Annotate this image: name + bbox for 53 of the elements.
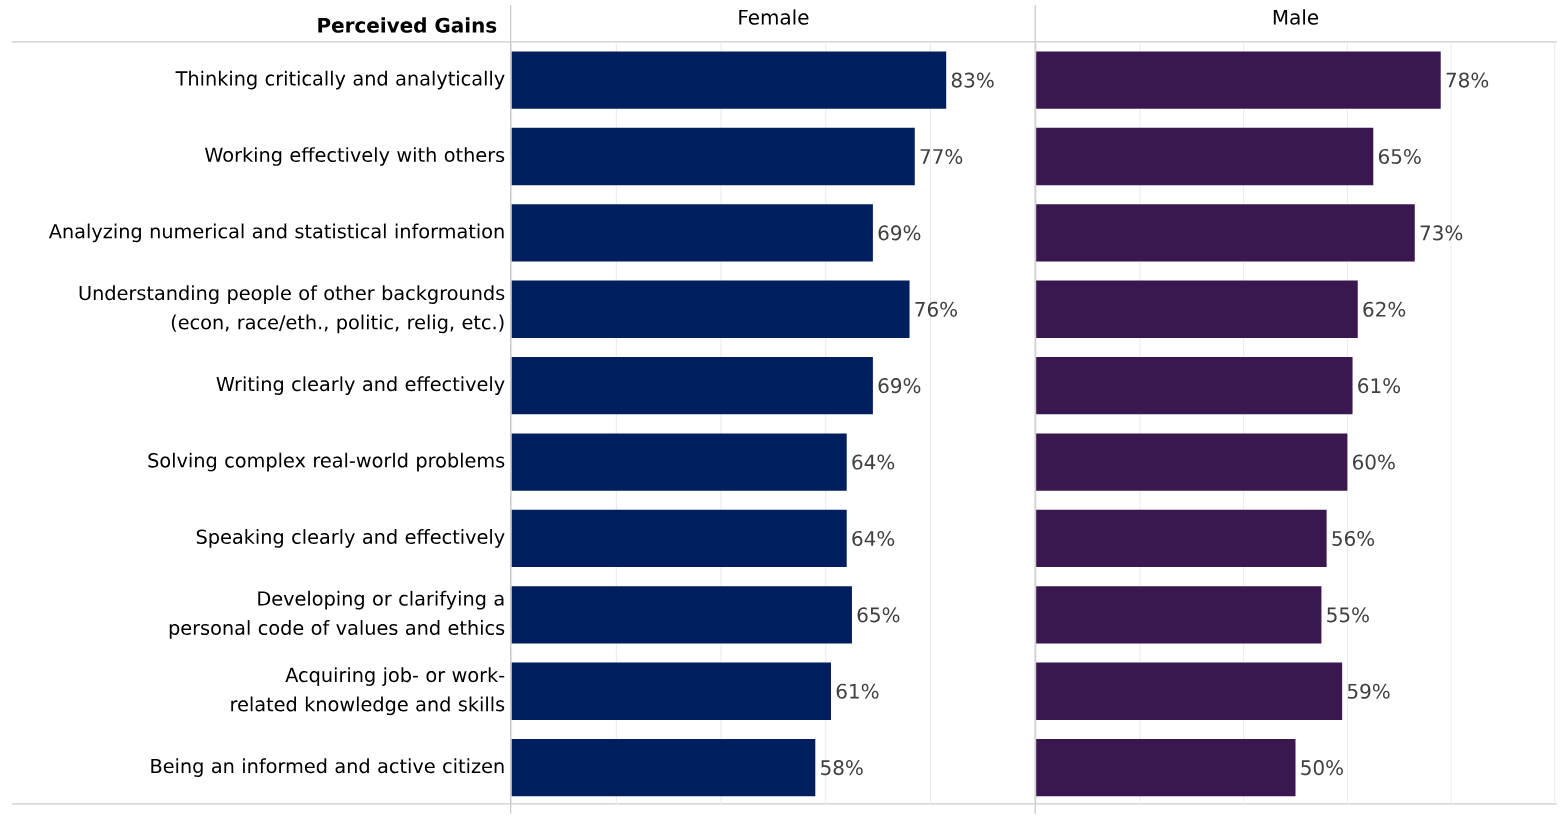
bar [511, 127, 915, 185]
data-label: 73% [1420, 225, 1463, 241]
chart-title: Male [1273, 9, 1319, 25]
data-label: 50% [1301, 759, 1343, 775]
bar [511, 738, 816, 797]
y-tick-label: Being an informed and active citizen [151, 758, 504, 777]
bar [511, 585, 852, 644]
bar [1036, 280, 1358, 338]
y-tick-label: Thinking critically and analytically [175, 70, 505, 90]
data-label: 61% [1358, 377, 1401, 393]
y-tick-label: Analyzing numerical and statistical information [48, 223, 504, 242]
data-label: 58% [821, 759, 863, 775]
y-tick-label: Working effectively with others [204, 146, 505, 166]
data-label: 78% [1446, 72, 1489, 88]
bar [511, 509, 847, 567]
data-label: 56% [1332, 530, 1375, 546]
y-tick-label: Writing clearly and effectively [216, 376, 505, 395]
data-label: 69% [878, 377, 921, 393]
data-label: 83% [951, 72, 994, 88]
bar [1036, 433, 1348, 491]
bar [511, 662, 832, 720]
y-tick-label: Acquiring job- or work-related knowledge and skills [231, 667, 505, 715]
y-axis-title: Perceived Gains [318, 17, 497, 33]
bar [511, 433, 847, 491]
bar [1036, 738, 1296, 797]
bar [1036, 356, 1353, 415]
data-label: 60% [1353, 454, 1395, 470]
data-label: 77% [920, 148, 963, 164]
data-label: 76% [915, 301, 958, 317]
data-label: 59% [1347, 683, 1390, 699]
bar [511, 203, 873, 262]
data-label: 69% [878, 225, 921, 241]
data-label: 62% [1363, 301, 1406, 317]
bar [511, 280, 910, 338]
data-label: 55% [1327, 607, 1369, 623]
y-tick-label: Speaking clearly and effectively [196, 528, 505, 548]
bar [1036, 51, 1441, 109]
bar [1036, 662, 1343, 720]
data-label: 64% [852, 454, 895, 470]
data-label: 64% [852, 530, 895, 546]
bar [1036, 127, 1374, 185]
y-tick-label: Developing or clarifying a personal code of values and ethics [169, 590, 505, 639]
bar [511, 356, 873, 415]
bar [1036, 203, 1415, 262]
data-label: 61% [836, 683, 879, 699]
bar [1036, 585, 1322, 644]
data-label: 65% [857, 607, 900, 623]
chart-title: Female [739, 9, 809, 25]
y-tick-label: Solving complex real-world problems [148, 452, 505, 472]
data-label: 65% [1378, 148, 1421, 164]
bar [1036, 509, 1327, 567]
bar [511, 51, 947, 109]
y-tick-label: Understanding people of other backgrounds (econ, race/eth., politic, relig, etc.) [79, 285, 505, 333]
